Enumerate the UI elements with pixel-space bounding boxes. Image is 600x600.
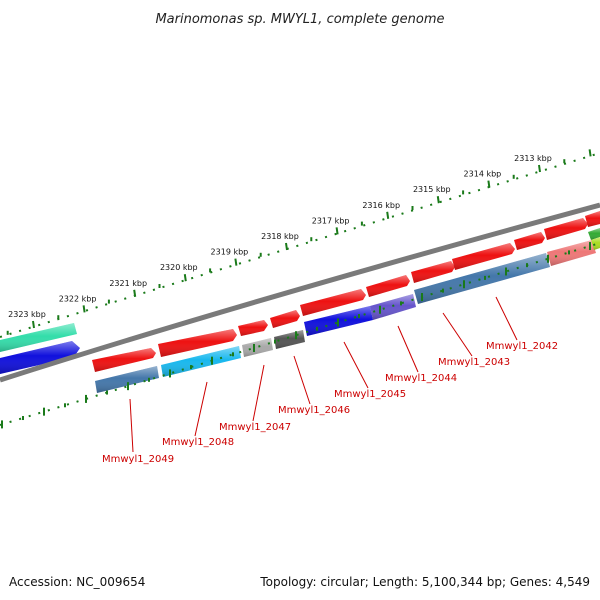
cog-colored-bars <box>95 228 600 393</box>
genome-summary-text: Topology: circular; Length: 5,100,344 bp… <box>259 575 590 589</box>
gene-label-2043: Mmwyl1_2043 <box>438 357 510 368</box>
ruler-major-tick <box>133 289 137 297</box>
ruler-tick-label: 2315 kbp <box>413 185 451 194</box>
ruler-major-tick <box>436 196 440 204</box>
callout-leader-2048 <box>194 381 208 437</box>
ruler-tick-label: 2320 kbp <box>160 263 198 272</box>
inner-ruler <box>0 242 600 429</box>
ruler-tick-label: 2319 kbp <box>211 248 249 257</box>
outer-ruler: 2313 kbp 2314 kbp 2315 kbp 2316 kbp 2317 kbp… <box>0 149 600 338</box>
gene-label-2049: Mmwyl1_2049 <box>102 454 174 465</box>
ruler-tick-label: 2314 kbp <box>464 170 502 179</box>
ruler-tick-label: 2323 kbp <box>8 310 46 319</box>
ruler-major-tick <box>487 180 491 188</box>
ruler-tick-label: 2313 kbp <box>514 154 552 163</box>
accession-text: Accession: NC_009654 <box>9 575 145 589</box>
callout-leader-2047 <box>252 364 265 422</box>
ruler-major-tick <box>82 305 86 313</box>
ruler-major-tick <box>538 164 541 173</box>
ruler-major-tick <box>335 227 339 235</box>
ruler-tick-label: 2322 kbp <box>59 294 97 303</box>
callout-leader-2044 <box>397 325 419 373</box>
outer-ruler-labels: 2313 kbp 2314 kbp 2315 kbp 2316 kbp 2317 kbp… <box>8 154 552 319</box>
gene-label-2044: Mmwyl1_2044 <box>385 373 457 384</box>
callout-leader-2043 <box>442 312 473 357</box>
gene-callouts: Mmwyl1_2042 Mmwyl1_2043 Mmwyl1_2044 Mmwy… <box>102 296 558 465</box>
gene-label-2048: Mmwyl1_2048 <box>162 437 234 448</box>
outer-ruler-ticks <box>6 149 592 335</box>
ruler-tick-label: 2317 kbp <box>312 216 350 225</box>
map-title: Marinomonas sp. MWYL1, complete genome <box>155 12 444 27</box>
callout-leader-2046 <box>293 355 311 405</box>
ruler-major-tick <box>183 274 187 282</box>
ruler-tick-label: 2316 kbp <box>362 201 400 210</box>
callout-leader-2042 <box>495 296 518 341</box>
gene-label-2045: Mmwyl1_2045 <box>334 389 406 400</box>
ruler-major-tick <box>285 242 288 251</box>
callout-leader-2049 <box>129 398 134 453</box>
ruler-major-tick <box>386 211 390 219</box>
ruler-major-tick <box>588 149 592 157</box>
callout-leader-2045 <box>343 341 369 389</box>
ruler-tick-label: 2321 kbp <box>109 279 147 288</box>
gene-label-2042: Mmwyl1_2042 <box>486 341 558 352</box>
inner-ruler-ticks <box>1 242 591 429</box>
ruler-major-tick <box>234 258 238 266</box>
ring-colored-left <box>0 323 80 374</box>
plus-strand-genes <box>92 211 600 372</box>
ruler-major-tick <box>32 320 35 329</box>
ruler-tick-label: 2318 kbp <box>261 232 299 241</box>
genome-backbone <box>0 202 600 383</box>
gene-label-2047: Mmwyl1_2047 <box>219 422 291 433</box>
gene-label-2046: Mmwyl1_2046 <box>278 405 350 416</box>
